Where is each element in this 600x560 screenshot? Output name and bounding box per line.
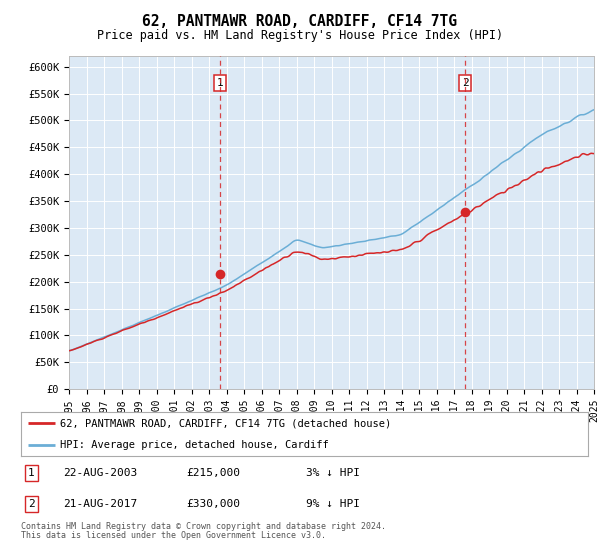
Text: 21-AUG-2017: 21-AUG-2017 — [63, 499, 137, 509]
Text: Price paid vs. HM Land Registry's House Price Index (HPI): Price paid vs. HM Land Registry's House … — [97, 29, 503, 42]
Text: 1: 1 — [217, 78, 224, 88]
Text: This data is licensed under the Open Government Licence v3.0.: This data is licensed under the Open Gov… — [21, 531, 326, 540]
Text: 9% ↓ HPI: 9% ↓ HPI — [306, 499, 360, 509]
Text: 22-AUG-2003: 22-AUG-2003 — [63, 468, 137, 478]
Text: HPI: Average price, detached house, Cardiff: HPI: Average price, detached house, Card… — [59, 440, 328, 450]
Text: 3% ↓ HPI: 3% ↓ HPI — [306, 468, 360, 478]
Text: £215,000: £215,000 — [186, 468, 240, 478]
Text: 1: 1 — [28, 468, 35, 478]
Text: 62, PANTMAWR ROAD, CARDIFF, CF14 7TG: 62, PANTMAWR ROAD, CARDIFF, CF14 7TG — [143, 14, 458, 29]
Text: £330,000: £330,000 — [186, 499, 240, 509]
Text: 2: 2 — [462, 78, 469, 88]
Text: Contains HM Land Registry data © Crown copyright and database right 2024.: Contains HM Land Registry data © Crown c… — [21, 522, 386, 531]
Text: 62, PANTMAWR ROAD, CARDIFF, CF14 7TG (detached house): 62, PANTMAWR ROAD, CARDIFF, CF14 7TG (de… — [59, 418, 391, 428]
Text: 2: 2 — [28, 499, 35, 509]
